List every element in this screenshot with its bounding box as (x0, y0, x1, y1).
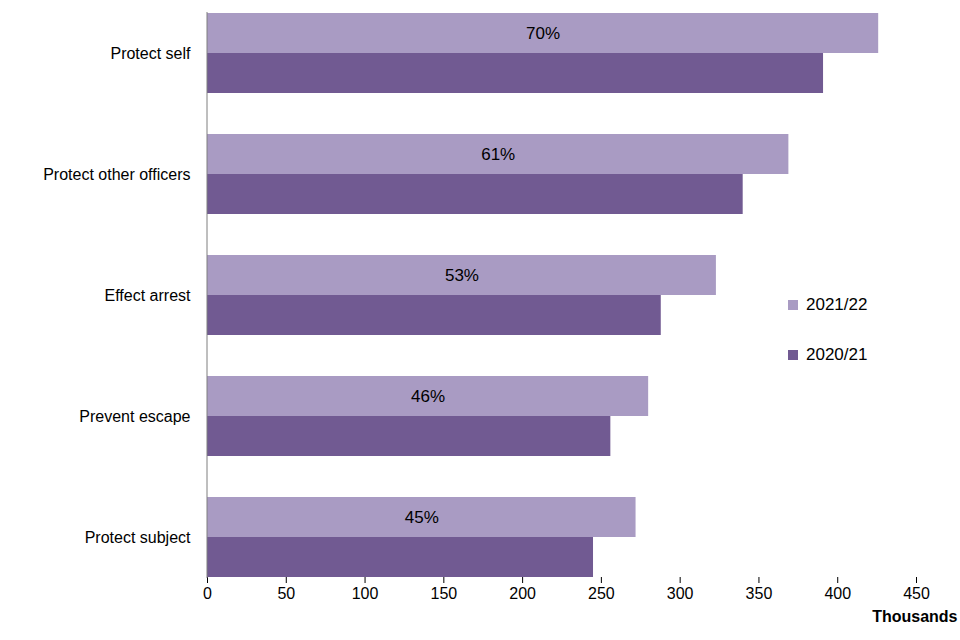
svg-text:53%: 53% (445, 266, 479, 285)
svg-text:0: 0 (203, 585, 212, 602)
svg-text:Protect subject: Protect subject (85, 529, 191, 546)
svg-text:450: 450 (903, 585, 930, 602)
html-text:2020/21: 2020/21 (806, 345, 868, 364)
html-text:2021/22: 2021/22 (806, 295, 868, 314)
svg-text:200: 200 (509, 585, 536, 602)
svg-text:45%: 45% (405, 508, 439, 527)
svg-text:61%: 61% (481, 145, 515, 164)
svg-text:Thousands: Thousands (872, 608, 957, 625)
svg-text:Prevent escape: Prevent escape (79, 408, 190, 425)
svg-text:Protect other officers: Protect other officers (43, 166, 190, 183)
svg-text:300: 300 (667, 585, 694, 602)
svg-text:400: 400 (824, 585, 851, 602)
svg-text:50: 50 (277, 585, 295, 602)
svg-text:Protect self: Protect self (110, 45, 191, 62)
svg-text:250: 250 (588, 585, 615, 602)
svg-text:350: 350 (746, 585, 773, 602)
svg-text:100: 100 (352, 585, 379, 602)
svg-text:150: 150 (430, 585, 457, 602)
svg-text:46%: 46% (411, 387, 445, 406)
svg-text:70%: 70% (526, 24, 560, 43)
svg-text:Effect arrest: Effect arrest (105, 287, 192, 304)
